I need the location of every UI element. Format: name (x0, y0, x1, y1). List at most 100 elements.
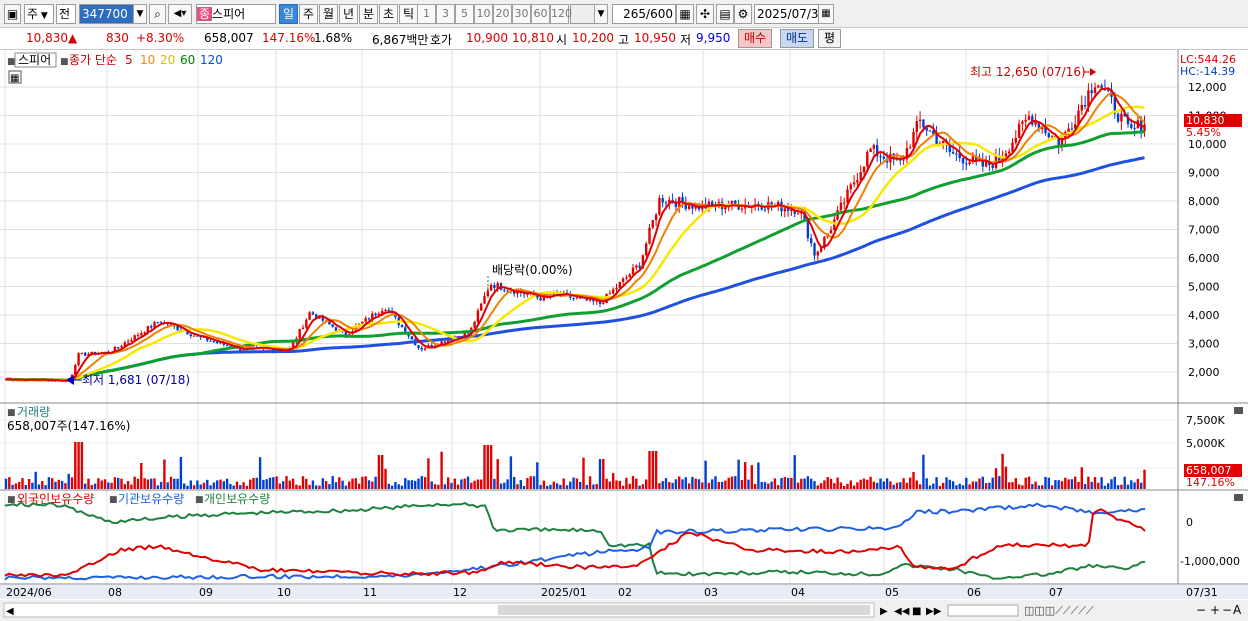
interval-button-20[interactable]: 20 (493, 4, 512, 24)
scroll-left-icon[interactable]: ◀ (6, 606, 14, 617)
volume-bar (456, 484, 460, 489)
volume-bar (664, 478, 668, 489)
rewind-icon[interactable]: ◀◀ (894, 606, 910, 617)
volume-bar (625, 477, 628, 489)
zoom-slider[interactable] (947, 604, 1019, 617)
code-input[interactable]: 347700 (79, 4, 147, 24)
count-field[interactable]: 265/600 (612, 4, 676, 24)
volume-bar (588, 476, 592, 489)
volume-bar (658, 483, 661, 489)
volume-bar (308, 484, 311, 489)
volume-bar (1140, 482, 1143, 489)
interval-button-30[interactable]: 30 (512, 4, 531, 24)
period-button-5[interactable]: 초 (379, 4, 398, 24)
interval-button-1[interactable]: 1 (417, 4, 436, 24)
candle-body (602, 303, 605, 305)
grid-icon[interactable]: ▦ (676, 4, 694, 24)
candle-body (681, 197, 684, 203)
stock-name-field[interactable]: 종 스피어 (196, 4, 276, 24)
interval-button-3[interactable]: 3 (436, 4, 455, 24)
calendar-icon[interactable]: ▦ (818, 4, 834, 24)
scroll-right-icon[interactable]: ▶ (880, 606, 888, 617)
volume-bar (572, 477, 575, 489)
volume-bar (869, 476, 872, 489)
candle-body (196, 335, 199, 337)
candle-body (823, 236, 826, 248)
font-size-icon[interactable]: A (1233, 603, 1242, 617)
candle-body (575, 297, 579, 299)
interval-dropdown-icon[interactable]: ▼ (594, 4, 608, 24)
date-field[interactable]: 2025/07/31 (754, 4, 834, 24)
stop-icon[interactable]: ■ (912, 606, 921, 617)
ma-5-line (5, 87, 1145, 382)
fast-forward-icon[interactable]: ▶▶ (926, 606, 942, 617)
holding-panel-close-icon[interactable] (1234, 494, 1243, 501)
interval-button-10[interactable]: 10 (474, 4, 493, 24)
volume-bar (143, 478, 146, 489)
candle-body (176, 326, 179, 331)
ma-60-line (5, 130, 1145, 382)
volume-bar (255, 477, 258, 489)
window-menu-icon[interactable]: ▣ (4, 4, 21, 24)
volume-bar (697, 479, 701, 489)
volume-panel-close-icon[interactable] (1234, 407, 1243, 414)
volume-bar (1130, 480, 1133, 489)
sell-button[interactable]: 매도 (780, 29, 815, 48)
change: 830 (106, 31, 129, 45)
ask-label: 호가 (430, 33, 453, 47)
period-button-2[interactable]: 월 (319, 4, 338, 24)
price-tick-label: 7,000 (1188, 224, 1220, 237)
volume-bar (67, 473, 70, 489)
gear-icon[interactable]: ⚙ (734, 4, 752, 24)
volume-bar (671, 482, 674, 489)
candle-body (394, 313, 397, 318)
candle-body (628, 274, 631, 278)
volume-bar (166, 482, 169, 489)
interval-button-120[interactable]: 120 (550, 4, 572, 24)
interval-button-60[interactable]: 60 (531, 4, 550, 24)
price-tick-label: 2,000 (1188, 366, 1220, 379)
volume-bar (377, 455, 381, 489)
scope-button[interactable]: 전 (56, 4, 76, 24)
candle-body (932, 130, 935, 135)
candle-body (384, 309, 387, 311)
candle-body (796, 213, 800, 215)
stock-name-box[interactable] (14, 52, 57, 68)
crosshair-icon[interactable]: ✣ (696, 4, 714, 24)
buy-button[interactable]: 매수 (738, 29, 773, 48)
candle-body (291, 342, 295, 349)
period-button-3[interactable]: 년 (339, 4, 358, 24)
volume-bar (793, 455, 796, 489)
candle-body (598, 300, 602, 304)
candle-body (536, 296, 539, 298)
period-button-4[interactable]: 분 (359, 4, 378, 24)
volume-bar (41, 481, 44, 489)
volume-bar (107, 482, 110, 489)
x-axis-label: 04 (791, 586, 805, 599)
volume-bar (242, 482, 245, 489)
volume-bar (773, 478, 777, 489)
candle-body (961, 158, 965, 164)
eval-button[interactable]: 평 (818, 29, 842, 48)
period-button-6[interactable]: 틱 (399, 4, 418, 24)
scrollbar-thumb[interactable] (498, 605, 870, 615)
turnover: 1.68% (314, 31, 353, 45)
zoom-out-icon[interactable]: − (1196, 603, 1206, 617)
period-button-1[interactable]: 주 (299, 4, 318, 24)
market-select[interactable]: 주 ▼ (24, 4, 54, 24)
low-price: 9,950 (696, 31, 731, 45)
reset-icon[interactable]: − (1222, 603, 1232, 617)
code-dropdown-icon[interactable]: ▼ (133, 4, 147, 24)
search-icon[interactable]: ⌕ (149, 4, 166, 24)
zoom-in-icon[interactable]: + (1210, 603, 1220, 617)
drawing-tools-icon[interactable]: ◫◫◫⟋⟋⟋⟋⟋ (1024, 604, 1094, 617)
table-toggle-icon[interactable] (8, 70, 22, 84)
volume-bar (780, 478, 783, 489)
chart-area[interactable]: ■ 스피어 ■ 종가 단순 5 10 20 60 120 ▦ LC:544.26… (0, 50, 1248, 621)
save-icon[interactable]: ▤ (716, 4, 734, 24)
price-tick-label: 6,000 (1188, 252, 1220, 265)
speaker-icon[interactable]: ◀▾ (168, 4, 192, 24)
interval-button-5[interactable]: 5 (455, 4, 474, 24)
period-button-0[interactable]: 일 (279, 4, 298, 24)
volume-bar (608, 481, 612, 489)
